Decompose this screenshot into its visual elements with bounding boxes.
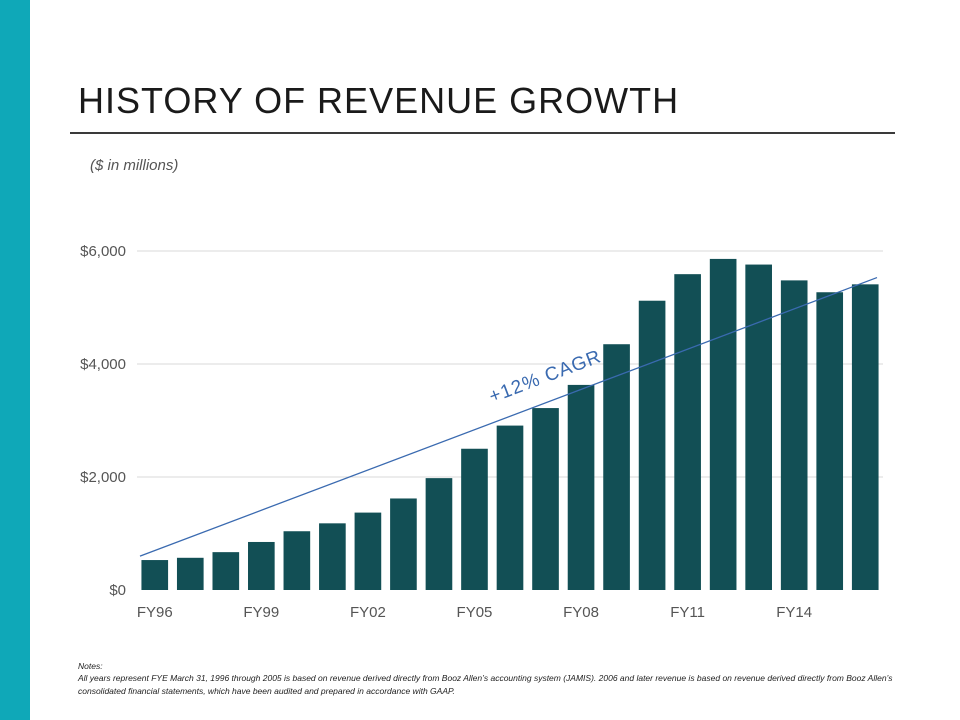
bar-fy10 — [638, 300, 666, 590]
notes-heading: Notes: — [78, 661, 103, 671]
x-tick-label: FY96 — [137, 604, 173, 621]
y-tick-label: $0 — [109, 582, 126, 599]
bar-fy03 — [390, 498, 417, 590]
x-tick-label: FY08 — [563, 604, 599, 621]
bar-fy07 — [532, 408, 559, 590]
y-tick-label: $2,000 — [80, 469, 126, 486]
bar-fy04 — [425, 478, 453, 590]
bar-fy16 — [851, 284, 879, 590]
bar-fy13 — [745, 264, 772, 590]
bar-fy01 — [319, 523, 346, 590]
y-tick-label: $6,000 — [80, 243, 126, 260]
bar-fy15 — [816, 292, 844, 590]
bar-fy97 — [176, 557, 204, 590]
cagr-trend-line — [139, 276, 878, 557]
x-tick-label: FY02 — [350, 604, 386, 621]
x-tick-label: FY99 — [243, 604, 279, 621]
y-axis-tick-labels: $0 $2,000 $4,000 $6,000 — [80, 243, 126, 599]
bar-fy02 — [354, 512, 382, 590]
y-tick-label: $4,000 — [80, 356, 126, 373]
bar-fy00 — [283, 531, 311, 590]
slide-title: HISTORY OF REVENUE GROWTH — [78, 80, 680, 121]
x-axis-tick-labels: FY96 FY99 FY02 FY05 FY08 FY11 FY14 — [137, 604, 812, 621]
x-tick-label: FY14 — [776, 604, 812, 621]
bar-fy99 — [248, 541, 275, 590]
bar-fy98 — [212, 552, 240, 590]
bar-fy06 — [496, 425, 524, 590]
bar-fy14 — [780, 280, 808, 590]
bar-fy11 — [674, 274, 701, 590]
bar-fy08 — [567, 384, 595, 590]
units-note: ($ in millions) — [90, 157, 179, 174]
x-tick-label: FY11 — [670, 604, 705, 621]
x-tick-label: FY05 — [457, 604, 493, 621]
footnotes: Notes: All years represent FYE March 31,… — [78, 660, 898, 697]
accent-bar — [0, 0, 30, 720]
bar-fy09 — [603, 344, 630, 590]
bars — [141, 258, 879, 590]
notes-text: All years represent FYE March 31, 1996 t… — [78, 673, 893, 696]
bar-fy12 — [709, 258, 737, 590]
bar-fy05 — [461, 448, 488, 590]
title-rule — [70, 132, 895, 134]
bar-fy96 — [141, 560, 169, 590]
